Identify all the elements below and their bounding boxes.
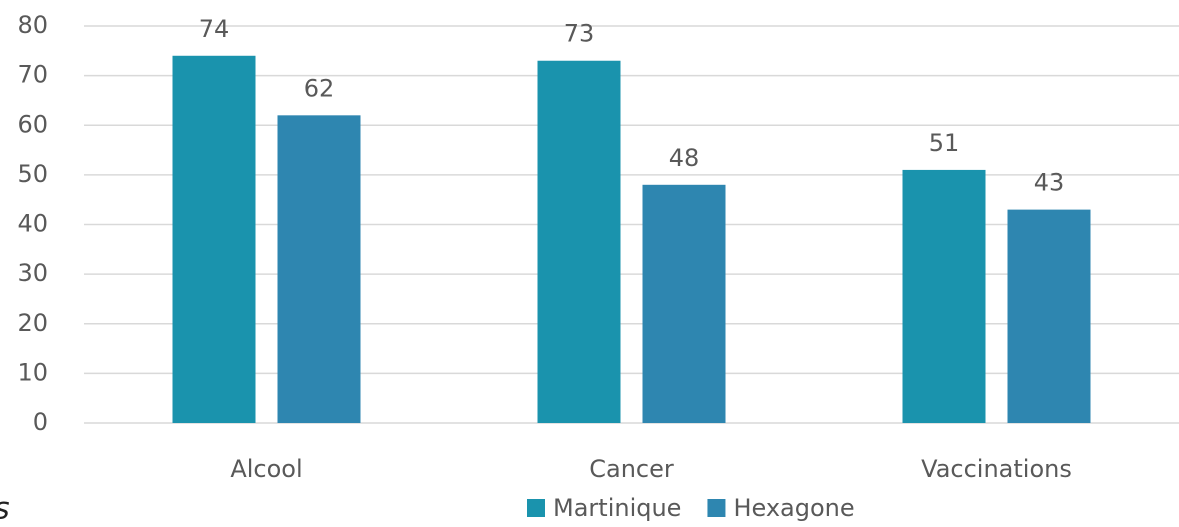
value-label: 74: [199, 15, 230, 43]
annotation: s: [0, 492, 10, 527]
x-tick-label: Alcool: [230, 455, 302, 483]
legend-swatch: [707, 499, 726, 517]
value-label: 43: [1034, 169, 1065, 197]
y-tick-label: 70: [17, 61, 48, 89]
bar: [172, 55, 256, 424]
y-tick-label: 20: [17, 309, 48, 337]
value-label: 62: [304, 74, 335, 102]
bar: [902, 169, 986, 423]
legend-label: Martinique: [553, 494, 681, 522]
y-tick-label: 40: [17, 210, 48, 238]
y-tick-label: 0: [33, 408, 48, 436]
y-tick-label: 60: [17, 110, 48, 138]
bar: [537, 60, 621, 424]
legend-label: Hexagone: [733, 494, 854, 522]
legend-swatch: [527, 499, 545, 517]
bar: [1007, 209, 1091, 423]
x-tick-label: Vaccinations: [921, 455, 1072, 483]
x-tick-label: Cancer: [589, 455, 674, 483]
y-tick-label: 30: [17, 259, 48, 287]
y-tick-label: 10: [17, 358, 48, 386]
y-tick-label: 50: [17, 160, 48, 188]
bar: [277, 115, 361, 423]
value-label: 51: [929, 129, 960, 157]
y-tick-label: 80: [17, 11, 48, 39]
value-label: 73: [564, 20, 595, 48]
bar: [642, 184, 726, 423]
value-label: 48: [669, 144, 700, 172]
